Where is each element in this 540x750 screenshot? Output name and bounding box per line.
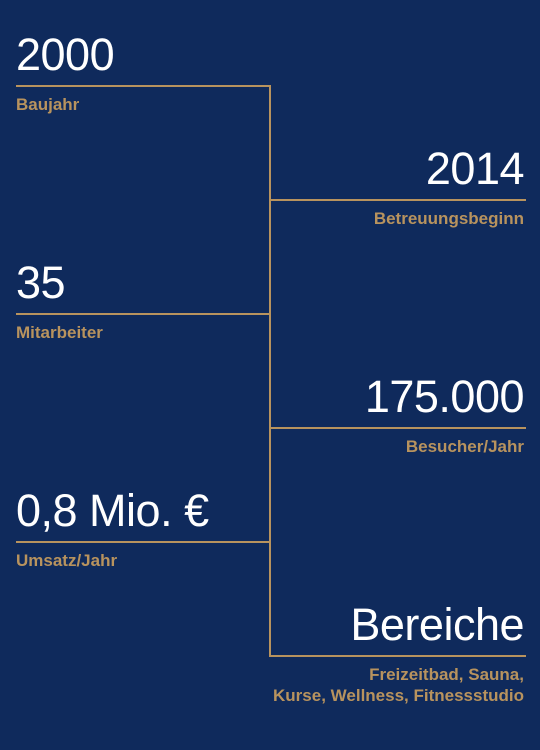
fact-label-areas-line-1: Freizeitbad, Sauna, (369, 665, 524, 684)
fact-label-revenue: Umsatz/Jahr (16, 551, 118, 570)
timeline-spine (269, 86, 271, 657)
fact-label-areas: Freizeitbad, Sauna, Kurse, Wellness, Fit… (273, 664, 524, 707)
connector-line-1 (16, 85, 271, 87)
fact-label-management-start: Betreuungsbeginn (373, 209, 524, 228)
fact-value-employees: 35 (16, 257, 66, 308)
connector-line-3 (16, 313, 271, 315)
connector-line-4 (269, 427, 526, 429)
connector-line-6 (269, 655, 526, 657)
fact-label-employees: Mitarbeiter (16, 323, 103, 342)
fact-value-visitors: 175.000 (364, 371, 525, 422)
fact-label-areas-line-2: Kurse, Wellness, Fitnessstudio (273, 686, 524, 706)
fact-value-management-start: 2014 (425, 143, 525, 194)
fact-label-visitors: Besucher/Jahr (405, 437, 524, 456)
connector-line-5 (16, 541, 271, 543)
fact-value-areas: Bereiche (350, 599, 524, 650)
fact-value-construction-year: 2000 (16, 29, 115, 80)
connector-line-2 (269, 199, 526, 201)
fact-label-construction-year: Baujahr (16, 95, 80, 114)
fact-value-revenue: 0,8 Mio. € (16, 485, 209, 536)
